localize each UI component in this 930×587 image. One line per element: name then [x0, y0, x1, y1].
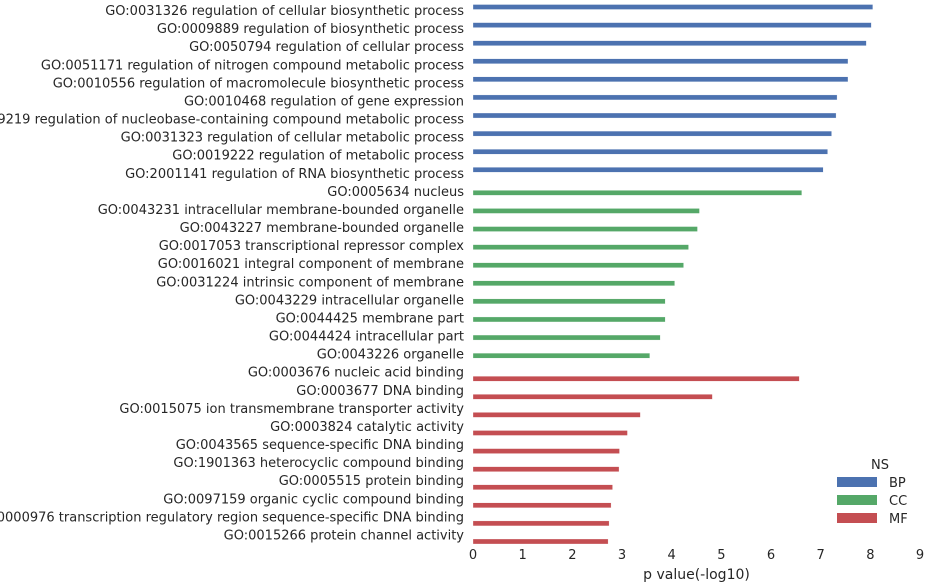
category-label: GO:0097159 organic cyclic compound bindi… — [163, 492, 464, 507]
bar-mf — [472, 430, 628, 436]
bar-cc — [472, 352, 650, 359]
category-label: GO:0003824 catalytic activity — [270, 420, 464, 435]
category-label: GO:0009889 regulation of biosynthetic pr… — [157, 22, 464, 37]
x-tick-label: 8 — [866, 548, 874, 563]
x-tick-label: 3 — [618, 548, 626, 563]
category-label: GO:0005634 nucleus — [327, 185, 464, 200]
bars-layer — [472, 4, 873, 545]
legend-swatch-cc — [837, 495, 877, 505]
category-label: GO:0005515 protein binding — [279, 474, 464, 489]
legend-label-mf: MF — [889, 512, 908, 527]
x-tick-label: 5 — [717, 548, 725, 563]
bar-cc — [472, 244, 689, 250]
category-label: GO:0003676 nucleic acid binding — [248, 366, 464, 381]
category-label: GO:0003677 DNA binding — [296, 384, 464, 399]
x-tick-label: 9 — [916, 548, 924, 563]
category-label: GO:0051171 regulation of nitrogen compou… — [41, 58, 464, 73]
bar-cc — [472, 316, 666, 323]
bar-cc — [472, 262, 684, 268]
legend-title: NS — [871, 458, 889, 473]
bar-mf — [472, 412, 641, 418]
bar-mf — [472, 502, 612, 508]
category-label: GO:0015266 protein channel activity — [224, 529, 465, 544]
category-label: GO:0050794 regulation of cellular proces… — [189, 40, 464, 55]
bar-mf — [472, 448, 620, 454]
category-label: GO:0043229 intracellular organelle — [235, 293, 464, 308]
category-label: GO:0010556 regulation of macromolecule b… — [53, 76, 464, 91]
legend-swatch-mf — [837, 513, 877, 523]
bar-cc — [472, 334, 661, 341]
bar-bp — [472, 22, 872, 28]
category-labels-layer: GO:0031326 regulation of cellular biosyn… — [0, 4, 464, 544]
bar-bp — [472, 130, 832, 137]
bar-bp — [472, 4, 873, 10]
category-label: GO:1901363 heterocyclic compound binding — [173, 456, 464, 471]
category-label: GO:0031323 regulation of cellular metabo… — [121, 131, 465, 146]
bar-bp — [472, 58, 849, 64]
x-tick-label: 4 — [668, 548, 676, 563]
category-label: GO:0043565 sequence-specific DNA binding — [176, 438, 464, 453]
bar-mf — [472, 520, 610, 527]
bar-mf — [472, 466, 620, 472]
bar-cc — [472, 280, 675, 286]
x-tick-label: 1 — [519, 548, 527, 563]
bar-bp — [472, 94, 838, 101]
category-label: GO:0000976 transcription regulatory regi… — [0, 510, 464, 525]
category-label: GO:0044425 membrane part — [276, 311, 464, 326]
bar-mf — [472, 376, 800, 382]
legend-label-cc: CC — [889, 494, 907, 509]
bar-mf — [472, 484, 613, 490]
bar-mf — [472, 394, 713, 400]
x-tick-label: 0 — [469, 548, 477, 563]
bar-bp — [472, 167, 824, 173]
category-label: GO:0016021 integral component of membran… — [158, 257, 464, 272]
legend-label-bp: BP — [889, 476, 906, 491]
category-label: GO:0019219 regulation of nucleobase-cont… — [0, 113, 464, 128]
x-tick-label: 7 — [817, 548, 825, 563]
category-label: GO:0017053 transcriptional repressor com… — [159, 239, 465, 254]
category-label: GO:0044424 intracellular part — [269, 330, 464, 345]
bar-bp — [472, 40, 867, 46]
bar-cc — [472, 190, 802, 196]
bar-cc — [472, 298, 666, 305]
category-label: GO:0031224 intrinsic component of membra… — [156, 275, 464, 290]
bar-bp — [472, 76, 849, 82]
category-label: GO:0015075 ion transmembrane transporter… — [119, 402, 464, 417]
x-tick-label: 2 — [568, 548, 576, 563]
bar-bp — [472, 149, 828, 155]
category-label: GO:0043231 intracellular membrane-bounde… — [98, 203, 464, 218]
category-label: GO:0019222 regulation of metabolic proce… — [172, 149, 464, 164]
x-tick-label: 6 — [767, 548, 775, 563]
bar-cc — [472, 226, 698, 232]
bar-mf — [472, 538, 609, 545]
category-label: GO:0043227 membrane-bounded organelle — [180, 221, 464, 236]
category-label: GO:0010468 regulation of gene expression — [184, 94, 464, 109]
x-axis: 0 1 2 3 4 5 6 7 8 9 — [469, 548, 924, 563]
category-label: GO:0031326 regulation of cellular biosyn… — [105, 4, 464, 19]
x-axis-title: p value(-log10) — [643, 567, 750, 583]
category-label: GO:0043226 organelle — [317, 348, 464, 363]
legend-swatch-bp — [837, 477, 877, 487]
bar-cc — [472, 208, 700, 214]
category-label: GO:2001141 regulation of RNA biosyntheti… — [125, 167, 464, 182]
bar-bp — [472, 112, 837, 119]
